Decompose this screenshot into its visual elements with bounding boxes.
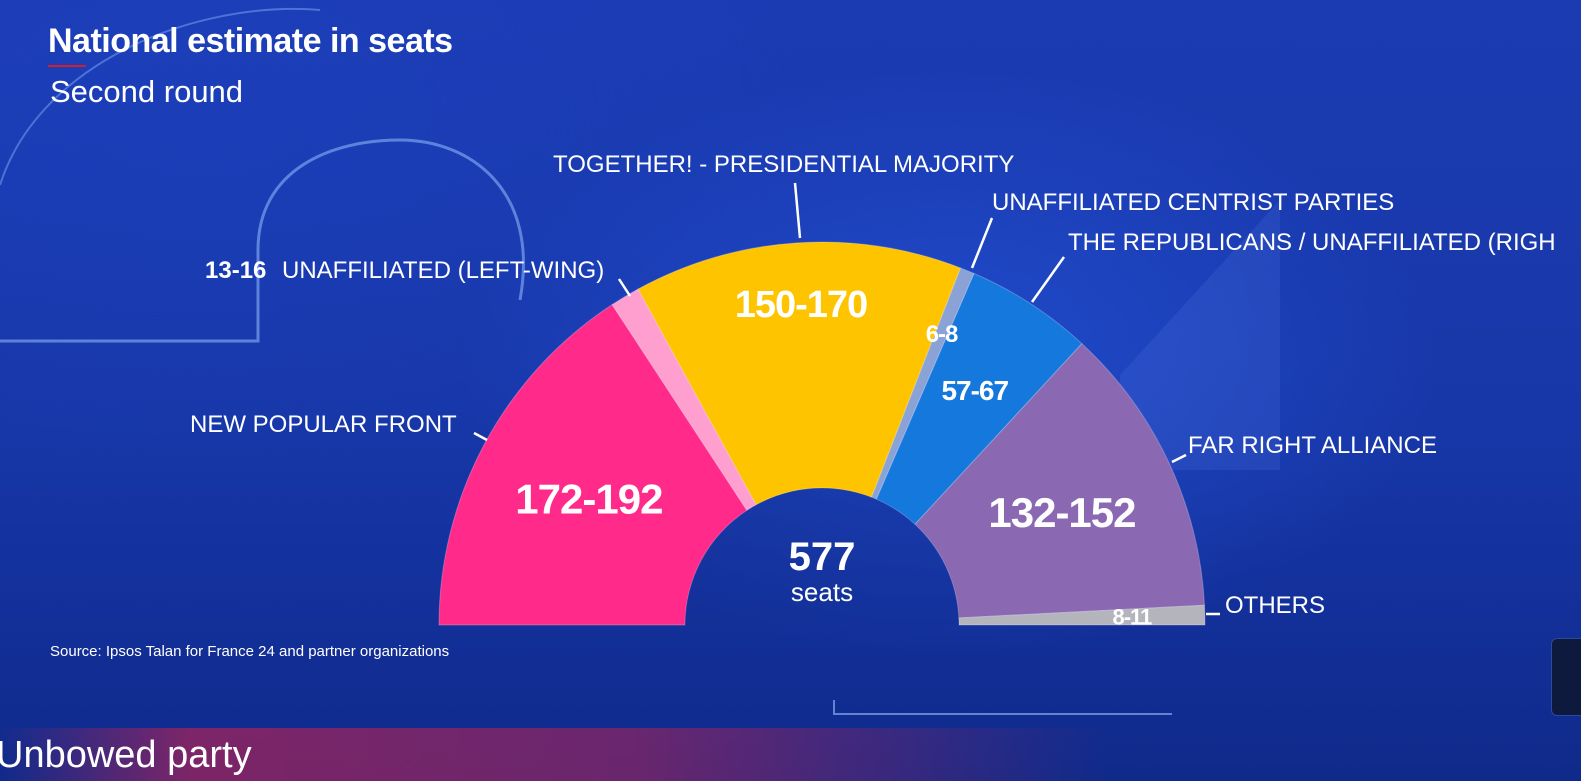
- value-label-3: 6-8: [926, 321, 958, 348]
- series-name-0: NEW POPULAR FRONT: [190, 411, 457, 438]
- value-label-2: 150-170: [735, 284, 867, 326]
- source-note: Source: Ipsos Talan for France 24 and pa…: [50, 643, 450, 660]
- leader-line-2: [793, 182, 802, 239]
- leader-line-0: [473, 431, 488, 442]
- slice-0: [438, 303, 748, 626]
- slice-3: [870, 267, 975, 500]
- chart-subtitle: Second round: [50, 74, 244, 109]
- series-name-2: TOGETHER! - PRESIDENTIAL MAJORITY: [553, 151, 1014, 178]
- title-accent-mark: [48, 65, 86, 67]
- value-label-4: 57-67: [941, 375, 1008, 406]
- series-name-3: UNAFFILIATED CENTRIST PARTIES: [992, 189, 1394, 216]
- hemicycle-center-hole: [685, 488, 959, 625]
- series-name-1: UNAFFILIATED (LEFT-WING): [282, 257, 604, 284]
- series-name-5: FAR RIGHT ALLIANCE: [1188, 432, 1437, 459]
- leader-line-4: [1030, 256, 1066, 303]
- leader-line-1: [617, 278, 632, 297]
- chart-title: National estimate in seats: [48, 22, 453, 60]
- slice-2: [637, 241, 962, 506]
- side-panel-handle[interactable]: [1551, 638, 1581, 716]
- slice-6: [958, 604, 1206, 626]
- value-label-6: 8-11: [1112, 605, 1152, 630]
- value-label-5: 132-152: [988, 489, 1135, 536]
- value-label-0: 172-192: [515, 476, 662, 523]
- slice-5: [914, 342, 1206, 619]
- series-name-6: OTHERS: [1225, 592, 1325, 619]
- leader-line-3: [970, 217, 994, 269]
- news-ticker-text: Unbowed party: [0, 734, 252, 776]
- slice-4: [875, 272, 1083, 526]
- news-ticker-band: [0, 728, 1581, 781]
- series-name-4: THE REPUBLICANS / UNAFFILIATED (RIGH: [1068, 229, 1556, 256]
- leader-line-5: [1171, 453, 1187, 464]
- total-seats-unit: seats: [791, 577, 853, 607]
- total-seats-value: 577: [789, 535, 856, 579]
- range-label-1: 13-16: [205, 257, 266, 284]
